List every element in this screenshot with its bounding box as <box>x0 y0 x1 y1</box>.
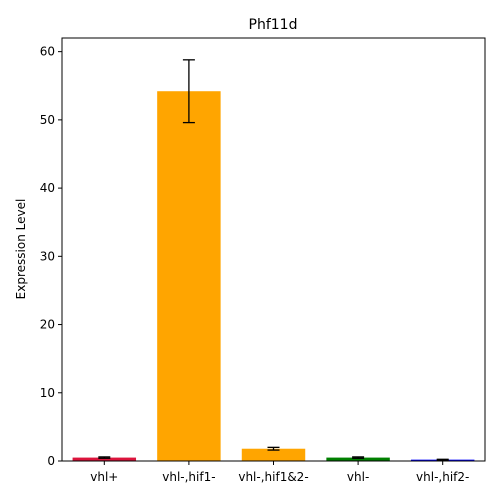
y-tick-label: 20 <box>40 318 55 332</box>
x-tick-label: vhl-,hif1- <box>162 470 215 484</box>
y-tick-label: 50 <box>40 113 55 127</box>
x-tick-label: vhl+ <box>90 470 118 484</box>
x-tick-label: vhl-,hif2- <box>416 470 469 484</box>
y-tick-label: 0 <box>47 454 55 468</box>
y-tick-label: 10 <box>40 386 55 400</box>
bar-vhl-hif1 <box>157 91 220 461</box>
chart-title: Phf11d <box>249 17 298 33</box>
x-tick-label: vhl- <box>347 470 369 484</box>
y-axis-label: Expression Level <box>14 199 28 300</box>
x-tick-label: vhl-,hif1&2- <box>238 470 308 484</box>
y-tick-label: 30 <box>40 249 55 263</box>
y-tick-label: 60 <box>40 45 55 59</box>
y-tick-label: 40 <box>40 181 55 195</box>
